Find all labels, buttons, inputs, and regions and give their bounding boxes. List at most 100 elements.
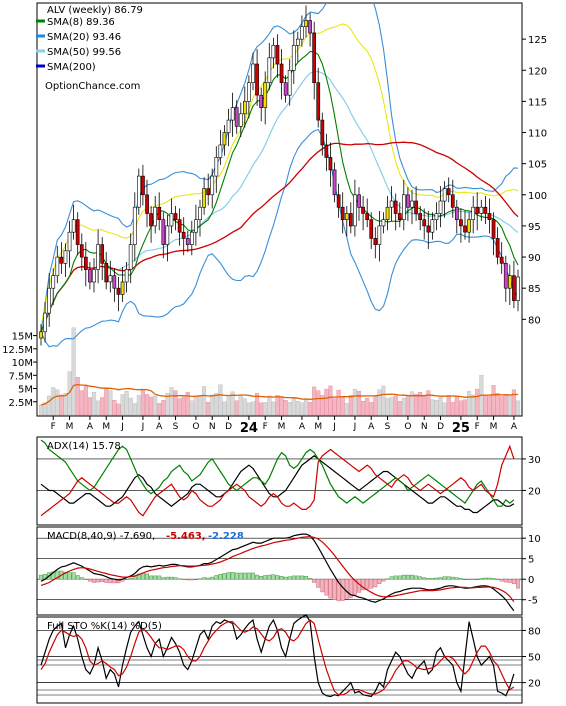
volume-bar bbox=[308, 402, 313, 416]
volume-bar bbox=[393, 395, 398, 416]
candle-body bbox=[373, 238, 378, 245]
candle-body bbox=[161, 219, 166, 245]
price-tick-label: 125 bbox=[528, 35, 547, 46]
volume-bar bbox=[438, 396, 443, 416]
macd-histogram-bar bbox=[181, 578, 186, 580]
macd-histogram-bar bbox=[401, 574, 406, 580]
volume-bar bbox=[128, 397, 133, 416]
axis-tick-label: 20 bbox=[528, 486, 541, 497]
volume-bar bbox=[87, 397, 92, 416]
macd-histogram-bar bbox=[369, 578, 374, 589]
price-tick-label: 105 bbox=[528, 160, 547, 171]
adx-panel: 20 30 ADX(14) 15.78 bbox=[36, 436, 541, 526]
macd-histogram-bar bbox=[149, 575, 154, 580]
watermark: OptionChance.com bbox=[45, 81, 140, 92]
macd-histogram-bar bbox=[304, 576, 308, 580]
candle-body bbox=[353, 194, 357, 227]
candle-body bbox=[88, 269, 92, 283]
candle-body bbox=[165, 225, 170, 245]
candle-body bbox=[414, 200, 418, 214]
candle-body bbox=[230, 107, 235, 121]
volume-axis: 2.5M 5M 7.5M 10M 12.5M 15M bbox=[2, 332, 37, 409]
x-tick-label: A bbox=[156, 422, 163, 432]
price-lines bbox=[40, 3, 519, 348]
macd-histogram-bar bbox=[177, 578, 182, 580]
candle-body bbox=[479, 206, 484, 214]
x-tick-label: J bbox=[332, 422, 336, 432]
volume-bar bbox=[299, 402, 305, 416]
macd-histogram-bar bbox=[405, 574, 410, 580]
candle-body bbox=[295, 38, 300, 46]
macd-histogram-bar bbox=[410, 574, 414, 580]
volume-bar bbox=[316, 390, 321, 416]
x-tick-label: M bbox=[490, 422, 498, 432]
candle-body bbox=[438, 200, 443, 214]
candle-body bbox=[499, 256, 504, 264]
macd-histogram-bar bbox=[218, 574, 223, 580]
volume-bar bbox=[467, 391, 472, 416]
candle-body bbox=[454, 206, 459, 220]
macd-histogram-bar bbox=[96, 578, 101, 583]
volume-bar bbox=[381, 385, 386, 416]
x-tick-label: N bbox=[209, 422, 216, 432]
x-tick-label: F bbox=[475, 422, 480, 432]
volume-bar bbox=[418, 392, 423, 416]
volume-tick-label: 15M bbox=[12, 332, 33, 343]
volume-bar bbox=[271, 401, 276, 416]
macd-histogram-bar bbox=[63, 571, 68, 580]
candle-body bbox=[275, 45, 280, 65]
candle-body bbox=[149, 213, 153, 227]
volume-bar bbox=[401, 397, 406, 416]
x-tick-label: F bbox=[263, 422, 268, 432]
volume-bar bbox=[320, 395, 325, 416]
volume-bar bbox=[503, 394, 508, 416]
sma8-line bbox=[40, 51, 519, 333]
candle-body bbox=[116, 287, 121, 295]
macd-histogram-bar bbox=[230, 571, 235, 580]
price-panel: 80 85 90 95 100 105 110 115 120 125 2.5M 5M 7.5M 10M… bbox=[2, 2, 547, 417]
legend-item: SMA(50) 99.56 bbox=[47, 47, 121, 58]
macd-histogram-bar bbox=[242, 572, 247, 580]
macd-histogram-bar bbox=[414, 575, 419, 580]
candle-body bbox=[251, 63, 255, 84]
macd-histogram-bar bbox=[145, 573, 149, 580]
volume-bar bbox=[454, 396, 459, 416]
volume-bar bbox=[91, 392, 97, 416]
price-tick-label: 100 bbox=[528, 191, 547, 202]
volume-bar bbox=[214, 393, 219, 416]
x-tick-label: M bbox=[314, 422, 322, 432]
volume-bar bbox=[43, 402, 48, 416]
candle-body bbox=[194, 219, 198, 233]
volume-bar bbox=[336, 389, 341, 416]
candle-body bbox=[173, 213, 178, 220]
macd-histogram-bar bbox=[193, 578, 198, 580]
volume-bar bbox=[169, 387, 174, 416]
candle-body bbox=[381, 219, 386, 227]
volume-bar bbox=[352, 388, 358, 416]
candle-body bbox=[426, 225, 431, 233]
macd-histogram-bar bbox=[92, 578, 96, 583]
candle-body bbox=[512, 275, 516, 301]
candle-body bbox=[63, 250, 68, 264]
volume-bar bbox=[511, 389, 516, 416]
volume-bar bbox=[51, 387, 56, 416]
candle-body bbox=[206, 188, 211, 196]
macd-histogram-bar bbox=[336, 578, 341, 602]
x-axis-labels: F M A M J J A S O N D 24 F M A M J J A S O N D 25 F M A bbox=[51, 416, 518, 436]
macd-histogram-bar bbox=[267, 574, 272, 580]
legend-item: SMA(20) 93.46 bbox=[47, 32, 121, 43]
volume-bar bbox=[361, 401, 366, 416]
macd-histogram-bar bbox=[71, 572, 76, 580]
volume-bar bbox=[279, 396, 284, 416]
x-tick-label: D bbox=[437, 422, 444, 432]
axis-tick-label: 20 bbox=[528, 679, 541, 690]
macd-histogram-bar bbox=[458, 578, 463, 580]
volume-bar bbox=[250, 401, 256, 416]
volume-bar bbox=[120, 394, 125, 416]
candle-body bbox=[377, 225, 382, 245]
candle-body bbox=[495, 238, 500, 258]
macd-histogram-bar bbox=[446, 576, 451, 580]
axis-tick-label: 10 bbox=[528, 534, 541, 545]
volume-bar bbox=[259, 402, 264, 416]
